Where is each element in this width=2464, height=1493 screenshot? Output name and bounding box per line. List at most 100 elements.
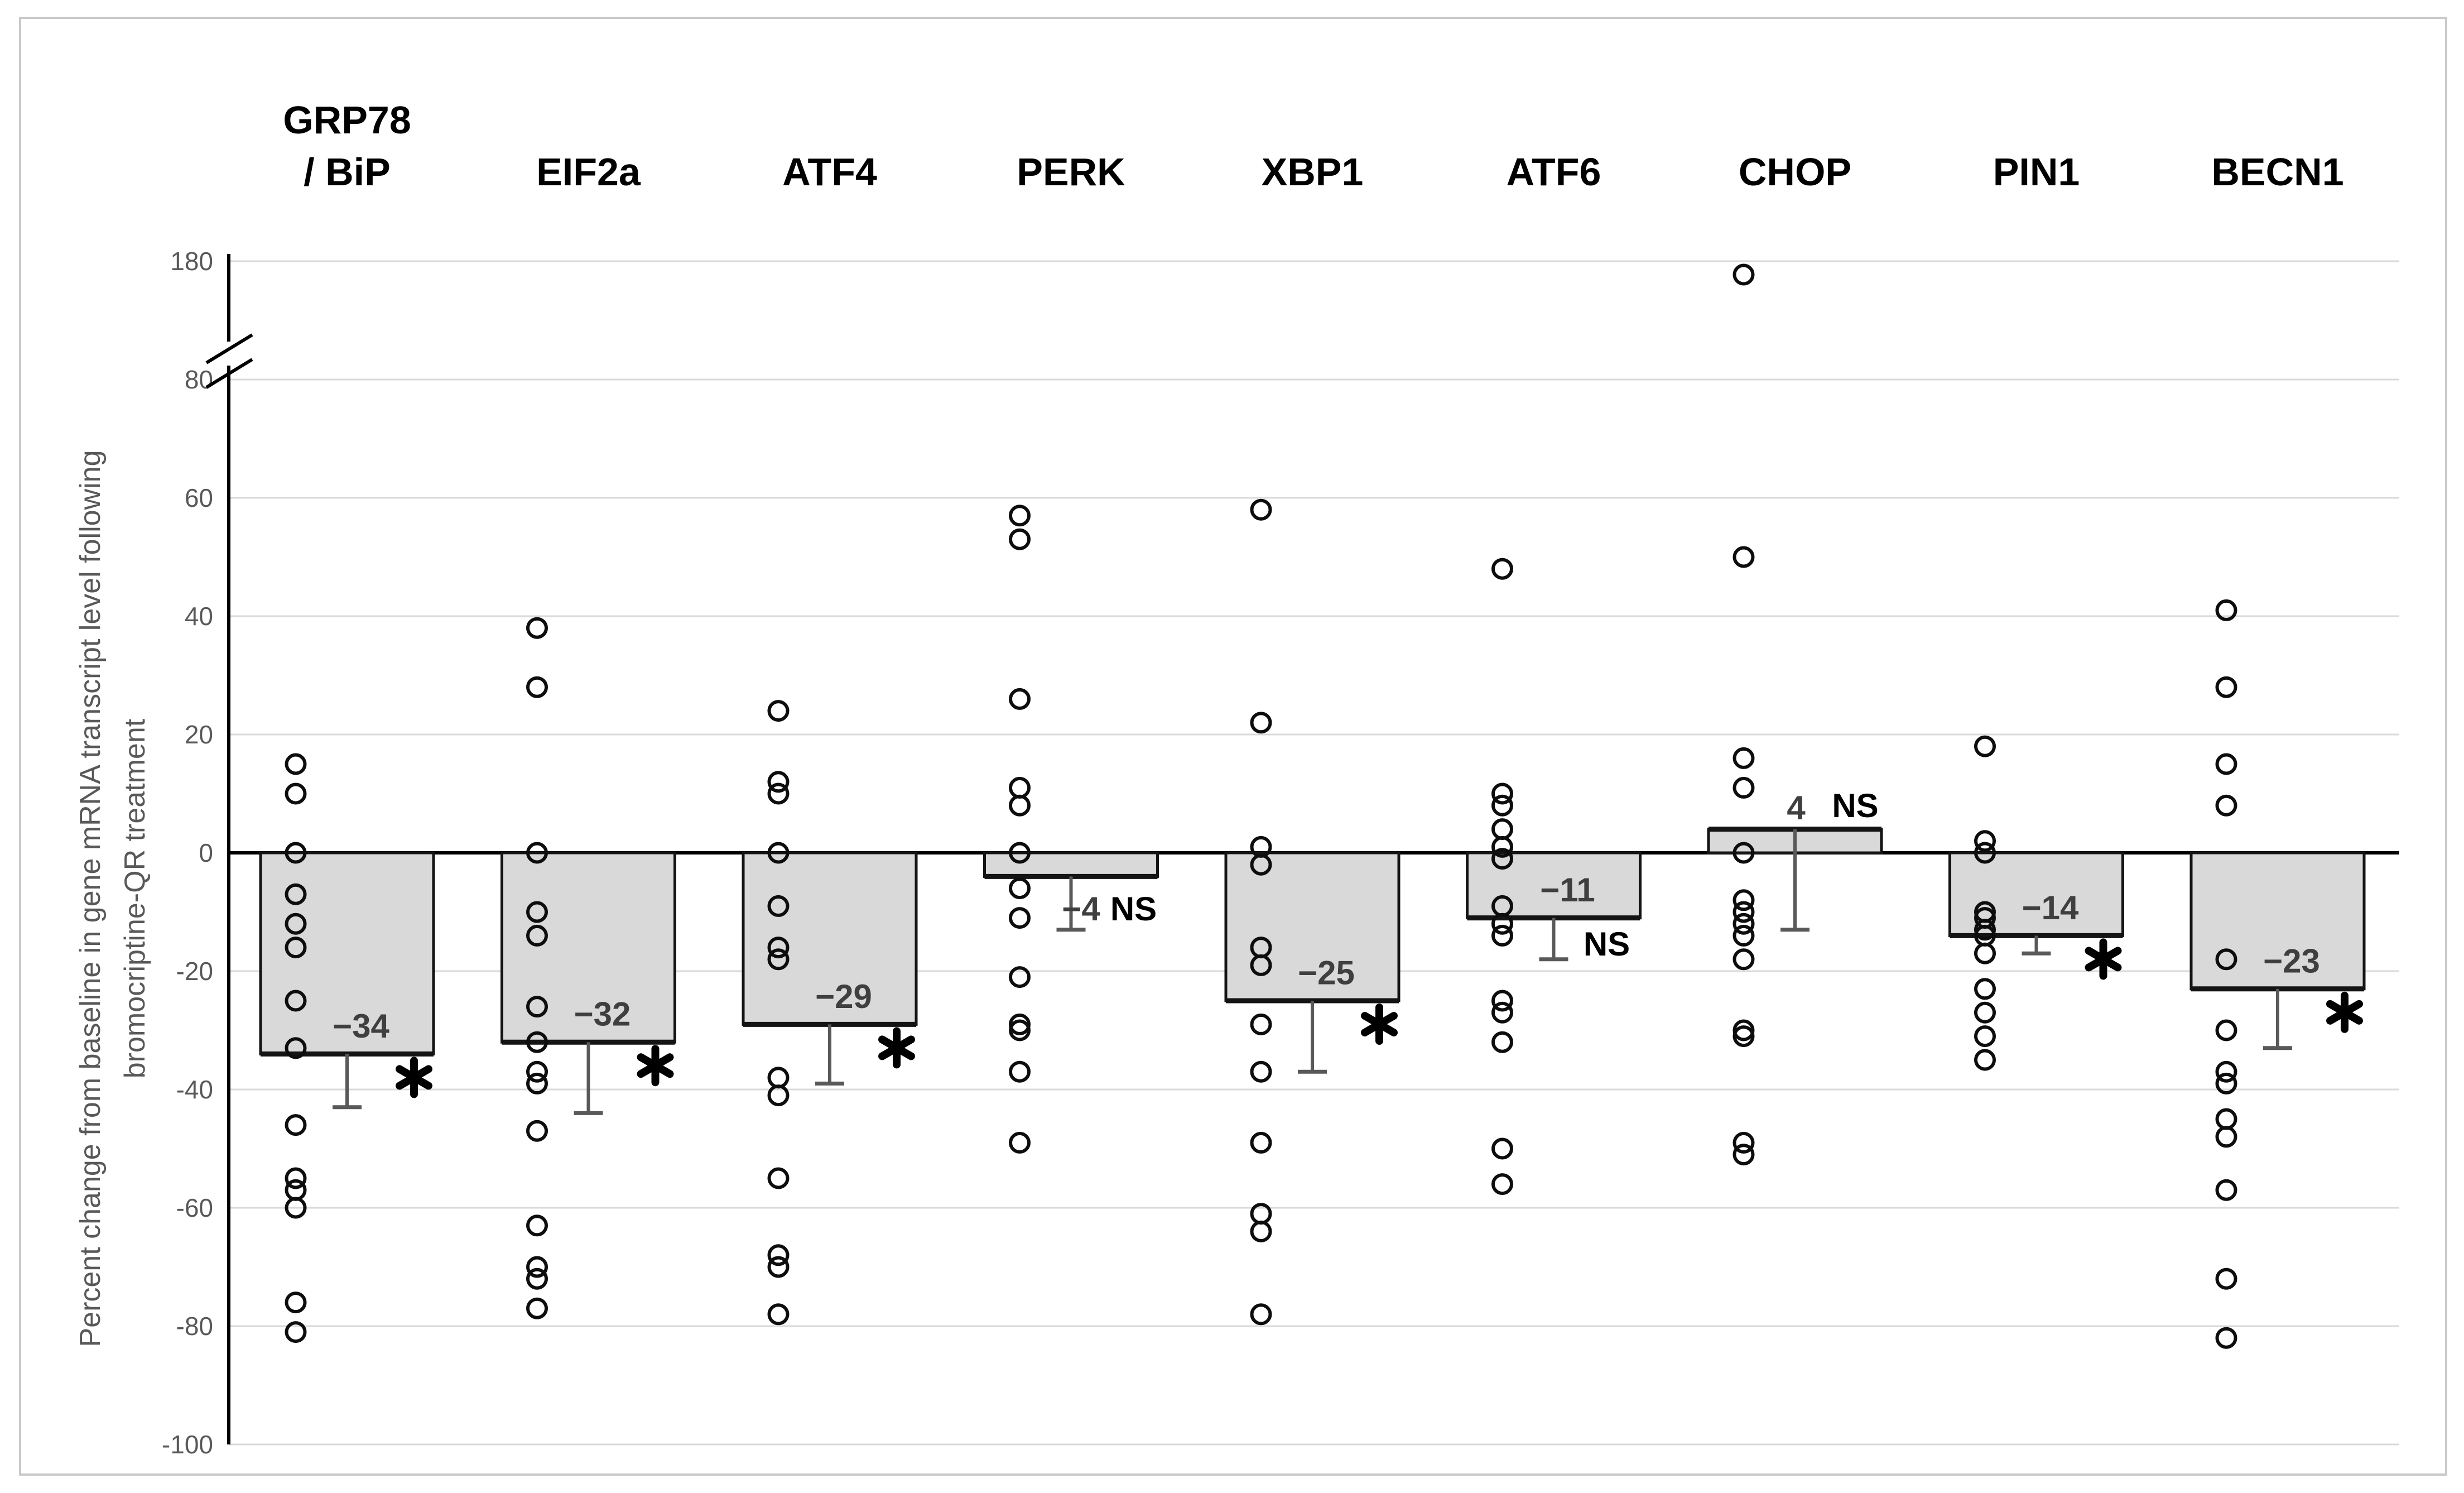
data-point-becn1 (2215, 1072, 2237, 1094)
y-tick-label: -80 (176, 1312, 213, 1341)
sig-ns-label-atf6: NS (1584, 925, 1630, 963)
y-tick-label: -60 (176, 1193, 213, 1222)
data-point-eif2a (526, 1060, 548, 1083)
data-point-atf4 (767, 1256, 790, 1278)
data-point-xbp1 (1250, 498, 1272, 521)
data-point-chop (1732, 948, 1755, 971)
y-tick-label: 20 (185, 720, 213, 749)
data-point-pin1 (1974, 1025, 1996, 1048)
data-point-grp78-bip (285, 990, 307, 1012)
data-point-chop (1732, 889, 1755, 911)
category-group-chop: CHOP 4 NS (1707, 150, 1883, 1166)
data-point-eif2a (526, 924, 548, 947)
star-stroke (878, 1035, 915, 1060)
bar-value-label-perk: −4 (1062, 890, 1100, 928)
data-point-grp78-bip (285, 1179, 307, 1201)
data-point-pin1 (1974, 1001, 1996, 1024)
bar-value-label-eif2a: −32 (574, 996, 631, 1033)
data-point-atf4 (767, 1303, 790, 1326)
data-point-xbp1 (1250, 853, 1272, 876)
y-tick-label: 80 (185, 365, 213, 394)
data-point-becn1 (2215, 676, 2237, 698)
data-point-becn1 (2215, 1126, 2237, 1148)
category-header-grp78-bip-line2: / BiP (304, 150, 391, 194)
data-point-atf6 (1491, 782, 1513, 805)
star-stroke (2085, 947, 2122, 972)
data-point-atf6 (1491, 558, 1513, 580)
data-point-eif2a (526, 1120, 548, 1142)
data-point-chop (1732, 546, 1755, 568)
category-header-perk-line1: PERK (1017, 150, 1125, 194)
axis-break-slash-upper (205, 333, 253, 364)
category-group-atf6: ATF6 −11 NS (1466, 150, 1642, 1196)
category-group-grp78-bip: GRP78 / BiP −34 (259, 98, 435, 1343)
star-stroke (637, 1053, 674, 1078)
data-point-atf4 (767, 700, 790, 722)
data-point-eif2a (526, 996, 548, 1018)
figure-border (19, 17, 2447, 1476)
data-point-becn1 (2215, 1108, 2237, 1130)
sig-ns-label-chop: NS (1832, 787, 1878, 824)
data-point-atf6 (1491, 818, 1513, 841)
data-point-eif2a (526, 1072, 548, 1094)
data-point-becn1 (2215, 1327, 2237, 1349)
category-group-eif2a: EIF2a −32 (501, 150, 676, 1319)
data-point-eif2a (526, 1268, 548, 1290)
data-point-atf4 (767, 895, 790, 917)
sig-asterisk-grp78-bip (396, 1057, 432, 1098)
bar-value-label-becn1: −23 (2263, 942, 2320, 980)
category-header-xbp1-line1: XBP1 (1262, 150, 1364, 194)
data-point-atf4 (767, 948, 790, 971)
data-point-xbp1 (1250, 712, 1272, 734)
data-point-pin1 (1974, 919, 1996, 941)
data-point-atf6 (1491, 1173, 1513, 1196)
data-point-eif2a (526, 842, 548, 864)
data-point-chop (1732, 747, 1755, 769)
data-point-becn1 (2215, 599, 2237, 621)
axis-break-slash-lower (205, 358, 253, 389)
data-point-chop (1732, 924, 1755, 947)
category-group-becn1: BECN1 −23 (2189, 150, 2366, 1349)
data-point-atf4 (767, 1167, 790, 1189)
data-point-atf4 (767, 842, 790, 864)
sig-asterisk-pin1 (2085, 938, 2122, 980)
data-point-atf6 (1491, 1137, 1513, 1160)
data-point-atf6 (1491, 924, 1513, 947)
data-point-chop (1732, 1144, 1755, 1166)
star-stroke (2326, 1000, 2363, 1025)
data-point-chop (1732, 263, 1755, 286)
data-point-perk (1009, 1131, 1031, 1154)
data-point-atf6 (1491, 1031, 1513, 1053)
bar-eif2a (501, 851, 676, 1044)
data-point-atf4 (767, 1084, 790, 1107)
data-point-grp78-bip (285, 913, 307, 935)
data-point-becn1 (2215, 948, 2237, 971)
data-point-atf4 (767, 1244, 790, 1266)
data-point-pin1 (1974, 978, 1996, 1000)
data-point-becn1 (2215, 1179, 2237, 1201)
data-point-atf6 (1491, 848, 1513, 870)
data-point-pin1 (1974, 830, 1996, 852)
data-point-atf4 (767, 1067, 790, 1089)
data-point-perk (1009, 505, 1031, 527)
data-point-becn1 (2215, 753, 2237, 775)
data-point-perk (1009, 776, 1031, 799)
data-point-becn1 (2215, 1060, 2237, 1083)
bar-value-label-xbp1: −25 (1298, 954, 1355, 992)
data-point-xbp1 (1250, 1131, 1272, 1154)
bar-value-label-atf4: −29 (815, 978, 872, 1015)
data-point-grp78-bip (285, 883, 307, 905)
y-tick-label: 60 (185, 483, 213, 512)
data-point-atf6 (1491, 990, 1513, 1012)
y-axis-title-line1: Percent change from baseline in gene mRN… (74, 450, 107, 1347)
data-point-becn1 (2215, 794, 2237, 817)
data-point-grp78-bip (285, 1037, 307, 1059)
data-point-atf4 (767, 937, 790, 959)
bar-atf4 (742, 851, 918, 1026)
data-point-eif2a (526, 1297, 548, 1319)
data-point-perk (1009, 966, 1031, 988)
category-group-perk: PERK −4 NS (983, 150, 1159, 1154)
data-point-perk (1009, 842, 1031, 864)
